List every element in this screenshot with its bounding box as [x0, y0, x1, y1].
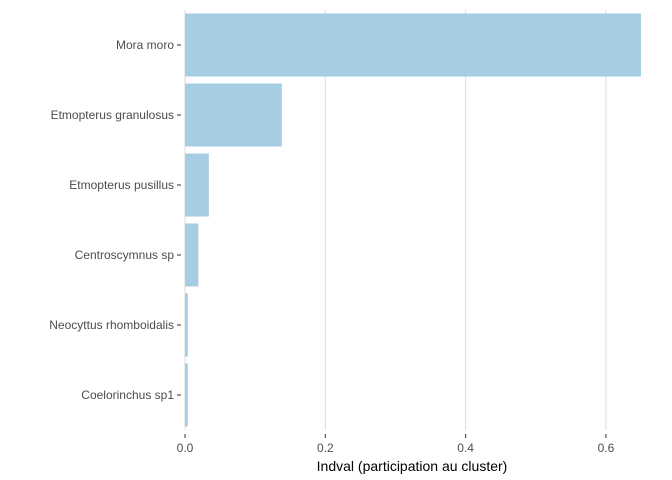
y-tick-label-3: Etmopterus pusillus	[69, 178, 174, 192]
x-tick-label-2: 0.4	[457, 441, 474, 455]
y-axis: Mora moro Etmopterus granulosus Etmopterus…	[49, 38, 181, 402]
bar-3	[185, 153, 209, 217]
bar-5	[185, 293, 188, 357]
y-tick-label-6: Coelorinchus sp1	[81, 388, 174, 402]
y-tick-label-4: Centroscymnus sp	[75, 248, 175, 262]
bar-4	[185, 223, 199, 287]
bar-6	[185, 363, 188, 427]
x-tick-label-3: 0.6	[598, 441, 615, 455]
x-axis-title: Indval (participation au cluster)	[317, 458, 508, 474]
y-tick-label-2: Etmopterus granulosus	[51, 108, 174, 122]
bar-1	[185, 13, 641, 77]
grid-lines	[184, 10, 607, 430]
x-axis: 0.0 0.2 0.4 0.6	[177, 434, 615, 455]
bars	[185, 13, 641, 427]
y-tick-label-5: Neocyttus rhomboidalis	[49, 318, 174, 332]
y-tick-label-1: Mora moro	[116, 38, 174, 52]
x-tick-label-1: 0.2	[317, 441, 334, 455]
bar-2	[185, 83, 282, 147]
x-tick-label-0: 0.0	[177, 441, 194, 455]
